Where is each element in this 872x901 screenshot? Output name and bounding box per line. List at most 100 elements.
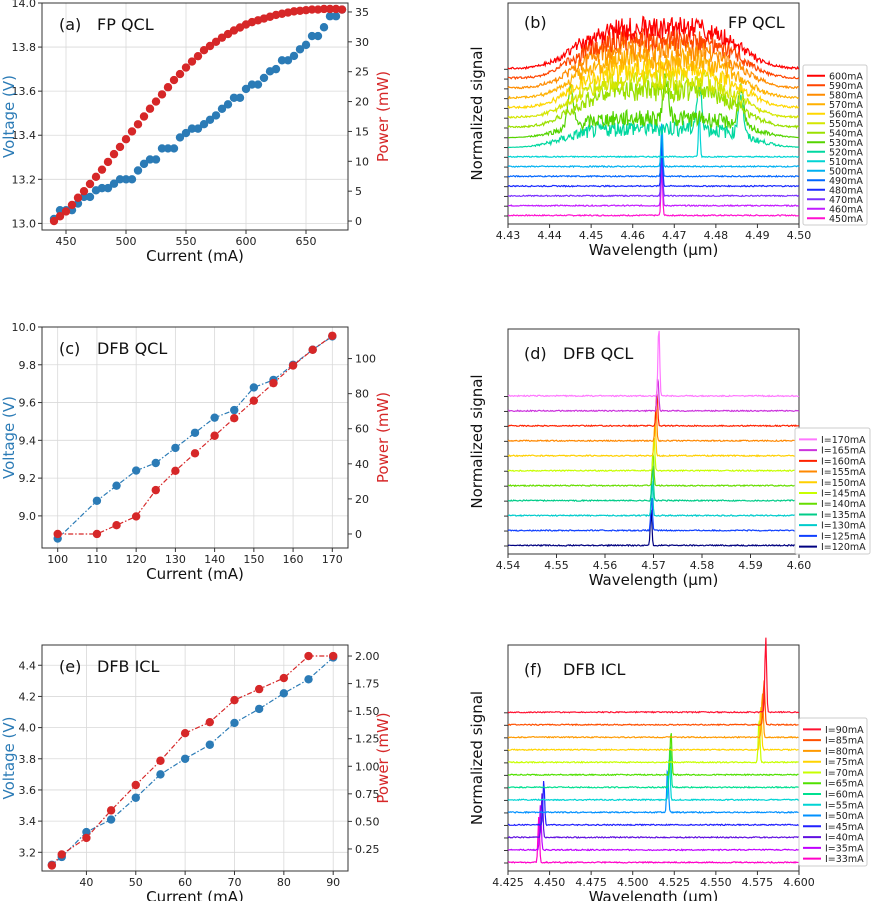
data-point-voltage <box>112 481 121 490</box>
x-tick-label: 110 <box>86 553 107 566</box>
spectrum-line <box>507 330 800 398</box>
plot-frame <box>41 326 349 549</box>
data-point-power <box>169 75 179 85</box>
y-tick-label-left: 4.0 <box>19 722 37 735</box>
legend-label: I=33mA <box>825 854 864 865</box>
panel-d: 4.54 4.55 4.56 4.57 4.58 4.59 4.60 (d) DFB QCL Wa… <box>468 328 871 589</box>
spectrum-line <box>507 816 800 865</box>
legend-label: I=170mA <box>821 435 866 446</box>
x-tick-label: 4.47 <box>662 229 687 242</box>
y-tick-label-left: 13.4 <box>12 129 37 142</box>
data-point-power <box>254 684 264 694</box>
data-point-voltage <box>193 124 203 133</box>
spectrum-line <box>507 171 800 217</box>
data-point-power <box>109 149 119 159</box>
data-point-voltage <box>277 56 287 65</box>
y-tick-label-right: 1.00 <box>355 760 380 773</box>
x-tick-label: 4.49 <box>745 229 770 242</box>
legend-label: 570mA <box>829 100 863 111</box>
data-point-voltage <box>163 144 173 153</box>
panel-title: FP QCL <box>97 15 154 34</box>
data-point-power <box>199 45 209 55</box>
spectrum-line <box>507 133 800 178</box>
x-tick-label: 4.48 <box>704 229 729 242</box>
legend-label: I=135mA <box>821 510 866 521</box>
panel-label: (f) <box>524 660 542 679</box>
data-point-power <box>319 4 329 14</box>
data-point-power <box>92 529 102 539</box>
panel-c: 100 110 120 130 140 150 160 170 9.0 9.2 9.4 9.6 9.8 1… <box>0 321 392 583</box>
spectrum-line <box>507 115 800 159</box>
x-tick-label: 130 <box>165 553 186 566</box>
data-point-power <box>156 756 165 765</box>
legend-label: 510mA <box>829 157 863 168</box>
legend-label: I=155mA <box>821 467 866 478</box>
y-tick-label-left: 14.0 <box>12 0 37 10</box>
x-axis-label: Current (mA) <box>146 565 244 583</box>
data-point-voltage <box>199 120 209 129</box>
y-tick-label-left: 13.0 <box>12 217 37 230</box>
legend-label: 550mA <box>829 119 863 130</box>
x-tick-label: 4.600 <box>783 876 815 889</box>
data-point-power <box>112 520 121 530</box>
legend-label: I=120mA <box>821 542 866 553</box>
panel-label: (b) <box>524 13 547 32</box>
legend-label: 590mA <box>829 81 863 92</box>
spectrum-line <box>507 378 800 413</box>
y-axis-label-left: Voltage (V) <box>0 717 18 800</box>
x-tick-label: 4.55 <box>544 559 569 572</box>
spectrum-line <box>507 769 800 814</box>
spectrum-line <box>507 73 800 139</box>
legend-box <box>798 717 868 867</box>
data-point-voltage <box>230 718 239 728</box>
y-tick-label-left: 9.8 <box>19 359 37 372</box>
spectrum-line <box>507 123 800 169</box>
x-tick-label: 70 <box>227 876 241 889</box>
data-point-voltage <box>304 675 313 684</box>
spectrum-line <box>507 143 800 188</box>
spectrum-line <box>507 780 800 827</box>
y-axis-label-left: Voltage (V) <box>0 396 18 479</box>
panel-title: FP QCL <box>728 13 785 32</box>
y-tick-label-right: 0 <box>355 215 362 228</box>
data-point-power <box>55 212 65 221</box>
legend-label: I=75mA <box>825 757 864 768</box>
y-tick-label-right: 40 <box>355 458 369 471</box>
legend-label: I=45mA <box>825 822 864 833</box>
data-point-power <box>190 449 200 458</box>
plot-frame <box>507 644 800 872</box>
legend-label: I=65mA <box>825 779 864 790</box>
y-axis-label-right: Power (mW) <box>374 392 392 483</box>
legend-label: 470mA <box>829 195 863 206</box>
data-point-voltage <box>97 183 107 193</box>
x-tick-label: 4.44 <box>537 229 562 242</box>
x-tick-label: 4.59 <box>738 559 763 572</box>
data-point-voltage <box>249 383 259 392</box>
data-point-voltage <box>180 754 190 763</box>
data-point-voltage <box>190 428 200 437</box>
x-tick-label: 4.54 <box>496 559 521 572</box>
data-point-voltage <box>235 93 245 102</box>
x-tick-label: 40 <box>79 876 93 889</box>
x-tick-label: 160 <box>283 553 304 566</box>
data-point-power <box>139 112 149 121</box>
data-point-voltage <box>301 40 311 50</box>
data-point-voltage <box>187 124 197 133</box>
data-point-voltage <box>247 80 257 89</box>
data-point-voltage <box>319 23 329 32</box>
x-tick-label: 4.50 <box>787 229 812 242</box>
legend-label: 490mA <box>829 176 863 187</box>
data-point-power <box>328 651 338 661</box>
spectrum-line <box>507 746 800 789</box>
y-tick-label-left: 13.6 <box>12 85 37 98</box>
legend-label: 480mA <box>829 185 863 196</box>
legend-label: 580mA <box>829 90 863 101</box>
x-tick-label: 4.425 <box>492 876 524 889</box>
data-point-power <box>145 104 155 113</box>
data-point-voltage <box>133 166 143 175</box>
data-point-power <box>211 37 221 47</box>
data-point-voltage <box>171 443 180 453</box>
y-axis-label: Normalized signal <box>468 46 486 180</box>
y-tick-label-left: 3.8 <box>19 753 37 766</box>
data-point-voltage <box>210 413 219 422</box>
